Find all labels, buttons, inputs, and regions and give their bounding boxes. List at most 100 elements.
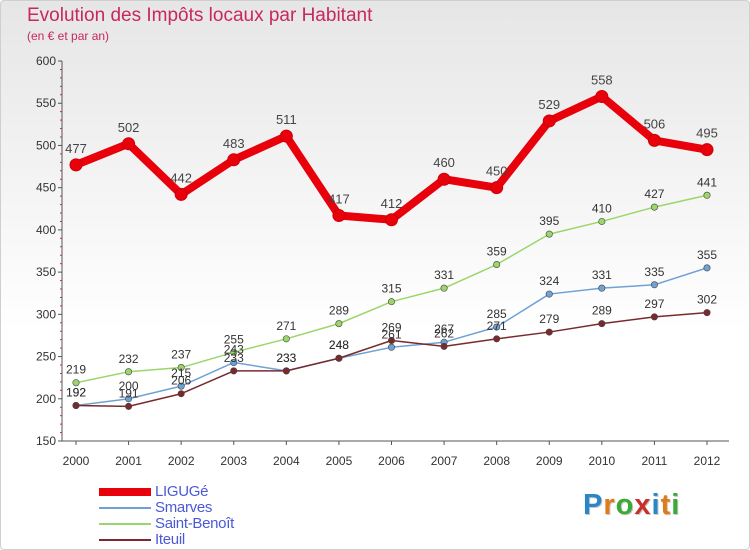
chart-subtitle: (en € et par an) [27, 29, 110, 43]
data-point [69, 158, 83, 172]
data-label: 529 [538, 97, 560, 112]
logo-letter: r [603, 489, 616, 521]
data-label: 237 [171, 348, 191, 362]
y-tick-label: 200 [36, 392, 56, 406]
data-point [227, 153, 241, 167]
data-label: 289 [592, 304, 612, 318]
data-point [332, 209, 346, 223]
data-point [650, 203, 658, 211]
data-label: 219 [66, 363, 86, 377]
legend-label: Smarves [155, 499, 213, 516]
data-label: 331 [434, 268, 454, 282]
data-label: 255 [224, 332, 244, 346]
data-point [545, 230, 553, 238]
data-point [703, 309, 711, 317]
data-point [650, 281, 658, 289]
legend-swatch [99, 507, 151, 509]
data-point [282, 335, 290, 343]
data-point [598, 284, 606, 292]
data-point [177, 390, 185, 398]
x-tick-label: 2003 [220, 454, 247, 468]
data-point [650, 313, 658, 321]
data-label: 191 [119, 386, 139, 400]
data-label: 335 [644, 265, 664, 279]
data-point [493, 323, 501, 331]
data-label: 495 [696, 126, 718, 141]
data-point [72, 402, 80, 410]
data-label: 289 [329, 304, 349, 318]
y-tick-label: 550 [36, 96, 56, 110]
legend-swatch [99, 488, 151, 496]
x-tick-label: 2002 [168, 454, 195, 468]
data-label: 395 [539, 214, 559, 228]
logo-letter: x [634, 489, 652, 521]
data-point [177, 382, 185, 390]
data-point [335, 354, 343, 362]
x-tick-label: 2004 [273, 454, 300, 468]
data-label: 412 [381, 196, 403, 211]
data-point [598, 320, 606, 328]
x-tick-label: 2009 [536, 454, 563, 468]
data-label: 200 [119, 379, 139, 393]
data-label: 359 [487, 245, 507, 259]
data-label: 267 [434, 322, 454, 336]
data-label: 233 [224, 351, 244, 365]
data-point [230, 358, 238, 366]
y-tick-label: 350 [36, 265, 56, 279]
data-label: 243 [224, 342, 244, 356]
data-label: 558 [591, 72, 613, 87]
data-point [125, 368, 133, 376]
y-tick-label: 600 [36, 54, 56, 68]
y-tick-label: 450 [36, 181, 56, 195]
data-label: 285 [487, 307, 507, 321]
x-tick-label: 2012 [694, 454, 721, 468]
legend-swatch [99, 523, 151, 525]
data-label: 442 [170, 170, 192, 185]
data-point [387, 337, 395, 345]
data-label: 248 [329, 338, 349, 352]
data-label: 477 [65, 141, 87, 156]
data-label: 355 [697, 248, 717, 262]
data-label: 315 [381, 282, 401, 296]
data-point [545, 328, 553, 336]
data-label: 417 [328, 192, 350, 207]
data-label: 506 [644, 116, 666, 131]
data-label: 511 [276, 112, 297, 127]
chart-title: Evolution des Impôts locaux par Habitant [27, 5, 373, 26]
data-label: 271 [276, 319, 296, 333]
data-label: 192 [66, 386, 86, 400]
x-tick-label: 2000 [63, 454, 90, 468]
data-label: 248 [329, 338, 349, 352]
x-tick-label: 2011 [642, 454, 668, 468]
data-point [174, 187, 188, 201]
y-tick-label: 250 [36, 350, 56, 364]
x-tick-label: 2007 [431, 454, 458, 468]
data-point [279, 129, 293, 143]
data-label: 215 [171, 366, 191, 380]
data-point [387, 298, 395, 306]
legend-swatch [99, 539, 151, 541]
data-point [387, 343, 395, 351]
x-tick-label: 2006 [378, 454, 405, 468]
data-point [595, 89, 609, 103]
data-point [122, 137, 136, 151]
proxiti-logo: Proxiti [583, 489, 680, 522]
data-label: 302 [697, 293, 717, 307]
data-point [542, 114, 556, 128]
data-point [440, 284, 448, 292]
data-point [703, 264, 711, 272]
data-point [598, 217, 606, 225]
data-point [230, 348, 238, 356]
data-label: 427 [644, 187, 664, 201]
data-point [282, 367, 290, 375]
x-tick-label: 2008 [483, 454, 510, 468]
data-point [385, 213, 398, 227]
data-point [72, 379, 80, 387]
data-point [700, 143, 714, 157]
logo-letter: i [671, 489, 681, 521]
legend-label: Iteuil [155, 531, 185, 548]
data-label: 261 [381, 327, 401, 341]
data-point [647, 133, 661, 147]
